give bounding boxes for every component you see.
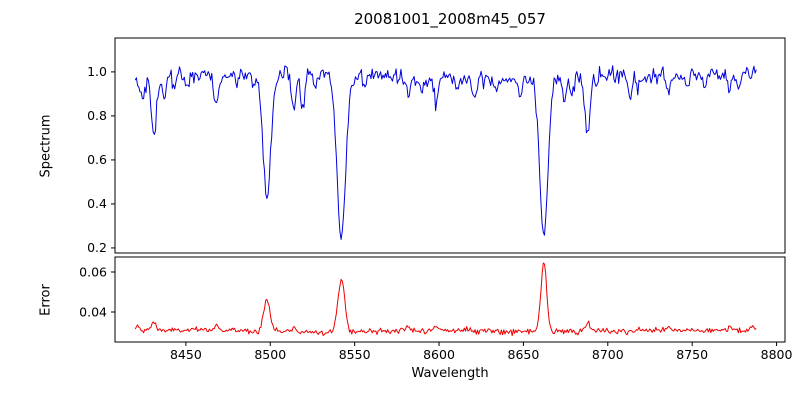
spectrum-y-tick-label: 0.6 <box>87 152 107 167</box>
spectrum-y-tick-label: 1.0 <box>87 64 107 79</box>
x-tick-label: 8650 <box>508 347 540 362</box>
x-tick-label: 8750 <box>676 347 708 362</box>
x-tick-label: 8600 <box>423 347 455 362</box>
x-tick-label: 8800 <box>761 347 793 362</box>
x-tick-label: 8550 <box>339 347 371 362</box>
spectrum-y-tick-label: 0.8 <box>87 108 107 123</box>
error-line <box>134 262 757 337</box>
spectrum-line <box>134 65 757 240</box>
x-tick-label: 8500 <box>254 347 286 362</box>
spectrum-y-tick-label: 0.4 <box>87 196 107 211</box>
x-axis-label: Wavelength <box>411 366 489 381</box>
spectrum-y-tick-label: 0.2 <box>87 240 107 255</box>
error-y-tick-label: 0.06 <box>79 264 107 279</box>
error-axes-border <box>114 256 786 343</box>
x-tick-label: 8450 <box>170 347 202 362</box>
x-tick-label: 8700 <box>592 347 624 362</box>
chart-title: 20081001_2008m45_057 <box>354 10 546 28</box>
error-y-tick-label: 0.04 <box>79 304 107 319</box>
spectrum-axes-border <box>114 37 786 254</box>
